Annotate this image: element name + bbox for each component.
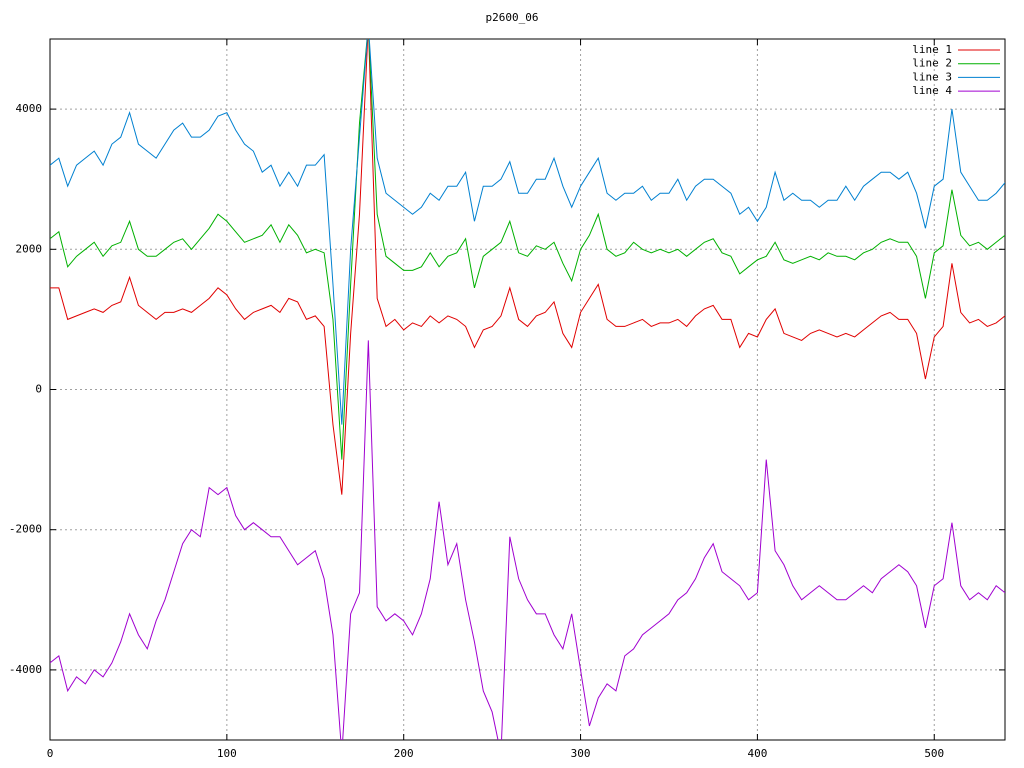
legend-label: line 1	[912, 43, 952, 56]
series-line	[50, 39, 1005, 495]
y-tick-label: 0	[35, 383, 42, 396]
x-tick-label: 300	[571, 747, 591, 760]
x-tick-label: 0	[47, 747, 54, 760]
series-line	[50, 340, 1005, 740]
y-tick-label: -4000	[9, 663, 42, 676]
y-tick-label: -2000	[9, 523, 42, 536]
y-tick-label: 2000	[16, 242, 43, 255]
series-line	[50, 39, 1005, 460]
y-tick-label: 4000	[16, 102, 43, 115]
x-tick-label: 500	[924, 747, 944, 760]
plot-frame	[49, 38, 1006, 741]
series-line	[50, 39, 1005, 425]
chart-title: p2600_06	[486, 11, 539, 24]
legend-label: line 2	[912, 57, 952, 70]
x-tick-label: 400	[747, 747, 767, 760]
x-tick-label: 100	[217, 747, 237, 760]
x-tick-label: 200	[394, 747, 414, 760]
legend-label: line 4	[912, 84, 952, 97]
legend-label: line 3	[912, 70, 952, 83]
plot-area	[50, 39, 1005, 740]
